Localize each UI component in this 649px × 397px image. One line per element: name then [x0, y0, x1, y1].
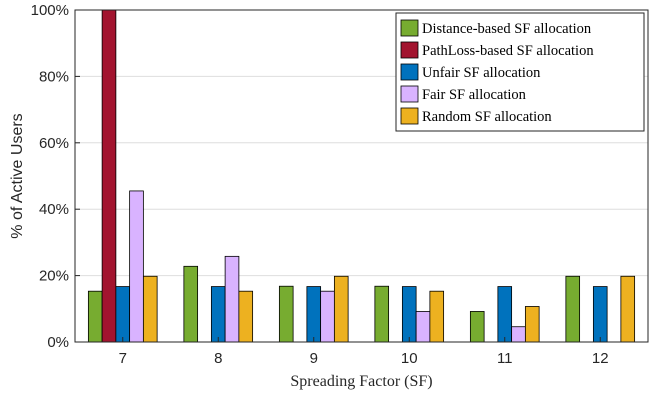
bar [620, 275, 636, 343]
bar [429, 290, 445, 343]
legend-swatch [400, 63, 419, 81]
bar [101, 9, 117, 343]
y-tick-label: 80% [39, 68, 69, 85]
bar [592, 286, 608, 343]
bar [238, 290, 254, 343]
x-tick-label: 7 [119, 350, 127, 367]
x-tick-label: 11 [497, 350, 513, 367]
bar [210, 286, 226, 343]
bar [87, 290, 103, 343]
x-ticks: 7 8 9 10 11 12 [119, 337, 609, 367]
legend: Distance-based SF allocation PathLoss-bas… [395, 12, 645, 132]
legend-label: PathLoss-based SF allocation [422, 43, 594, 59]
y-ticks: 0% 20% 40% 60% 80% 100% [31, 2, 80, 351]
bar [306, 286, 322, 343]
bar [511, 326, 526, 343]
legend-swatch [400, 85, 419, 103]
bar [129, 190, 144, 343]
bar [401, 286, 417, 343]
bar [278, 285, 294, 343]
x-axis-label: Spreading Factor (SF) [290, 373, 432, 390]
x-tick-label: 8 [214, 350, 222, 367]
legend-label: Distance-based SF allocation [422, 21, 592, 37]
bar [415, 311, 431, 343]
bar [374, 285, 390, 343]
bar [469, 311, 485, 343]
legend-swatch [400, 107, 419, 125]
bar [183, 265, 199, 343]
plot-frame [74, 9, 649, 343]
legend-swatch [400, 41, 419, 59]
bar [333, 275, 349, 343]
x-tick-label: 12 [592, 350, 609, 367]
x-tick-label: 9 [310, 350, 318, 367]
bar [524, 306, 540, 343]
bar [497, 286, 513, 343]
y-tick-label: 40% [39, 201, 69, 218]
legend-box [395, 12, 645, 132]
legend-label: Unfair SF allocation [422, 65, 541, 81]
y-tick-label: 0% [47, 334, 69, 351]
bar [565, 275, 581, 343]
y-tick-label: 20% [39, 268, 69, 285]
y-tick-label: 60% [39, 135, 69, 152]
y-tick-label: 100% [31, 2, 69, 19]
legend-label: Random SF allocation [422, 109, 552, 125]
y-axis-label: % of Active Users [9, 113, 26, 238]
bars [87, 9, 636, 343]
bar [115, 286, 131, 343]
x-tick-label: 10 [401, 350, 418, 367]
bar [142, 275, 158, 343]
legend-swatch [400, 19, 419, 37]
bar [320, 290, 335, 343]
legend-label: Fair SF allocation [422, 87, 527, 103]
bar [224, 255, 240, 343]
